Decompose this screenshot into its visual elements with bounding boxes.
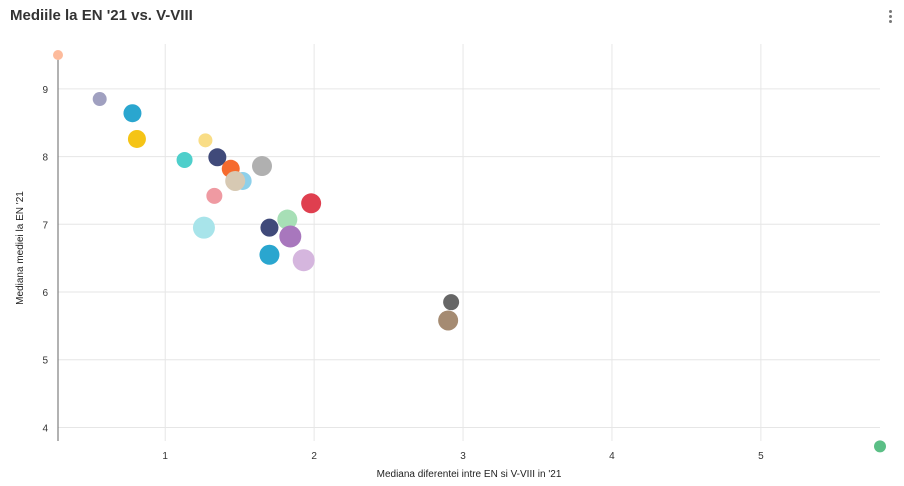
y-axis-label: Mediana mediei la EN '21: [15, 191, 26, 305]
data-point[interactable]: [259, 244, 280, 265]
data-point[interactable]: [292, 249, 315, 272]
data-point[interactable]: [208, 148, 227, 167]
data-point[interactable]: [874, 440, 886, 453]
data-point[interactable]: [260, 218, 279, 237]
y-tick-label: 6: [42, 288, 48, 299]
data-points: [53, 50, 886, 453]
data-point[interactable]: [252, 156, 273, 177]
data-point[interactable]: [225, 170, 246, 191]
grid-lines: [58, 44, 880, 441]
more-vertical-icon[interactable]: [882, 6, 898, 26]
x-tick-label: 4: [609, 451, 615, 462]
chart-title: Mediile la EN '21 vs. V-VIII: [10, 7, 193, 24]
x-axis-label: Mediana diferentei intre EN si V-VIII in…: [377, 469, 562, 480]
y-tick-label: 9: [42, 85, 48, 96]
data-point[interactable]: [198, 133, 213, 148]
data-point[interactable]: [123, 104, 142, 123]
tick-labels: 1 2 3 4 5 4 5 6 7 8 9: [42, 85, 764, 462]
data-point[interactable]: [127, 129, 146, 148]
data-point[interactable]: [279, 225, 302, 248]
data-point[interactable]: [176, 151, 193, 168]
y-tick-label: 8: [42, 153, 48, 164]
data-point[interactable]: [92, 92, 107, 107]
data-point[interactable]: [438, 310, 459, 331]
x-tick-label: 3: [460, 451, 466, 462]
x-tick-label: 2: [311, 451, 317, 462]
data-point[interactable]: [443, 294, 460, 311]
data-point[interactable]: [206, 187, 223, 204]
y-tick-label: 5: [42, 356, 48, 367]
data-point[interactable]: [192, 216, 215, 239]
y-tick-label: 4: [42, 423, 48, 434]
data-point[interactable]: [301, 193, 322, 214]
data-point[interactable]: [277, 209, 298, 230]
data-point[interactable]: [53, 50, 63, 60]
x-tick-label: 5: [758, 451, 764, 462]
y-tick-label: 7: [42, 220, 48, 231]
x-tick-label: 1: [162, 451, 168, 462]
